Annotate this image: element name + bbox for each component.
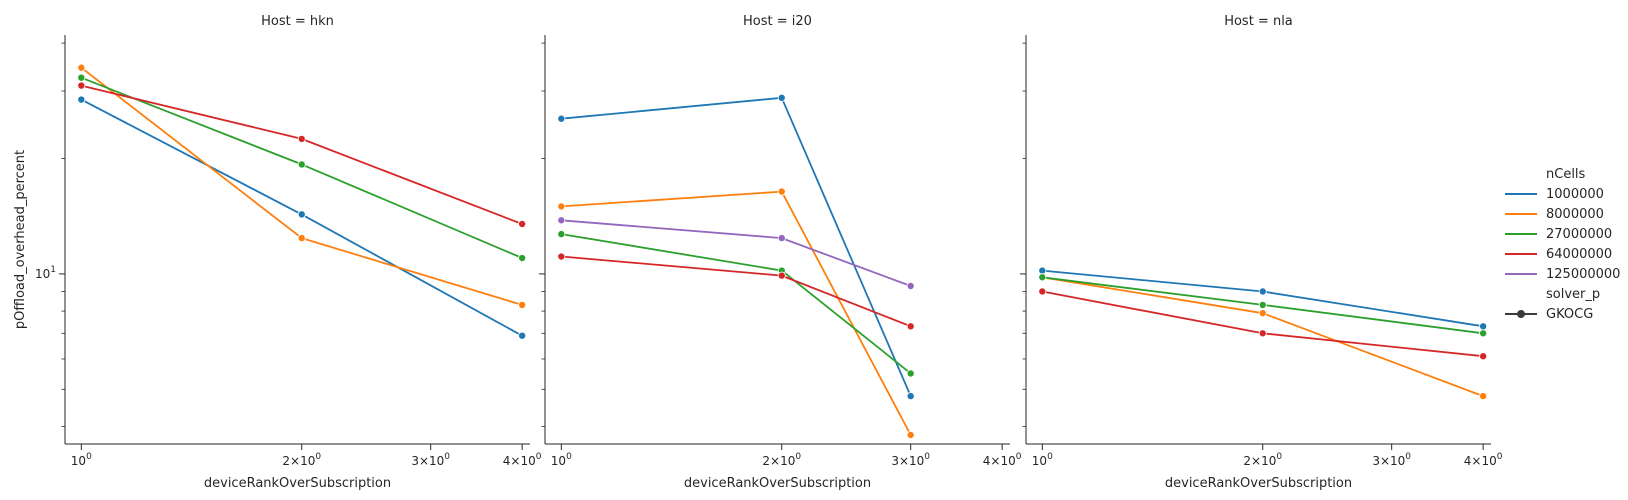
data-point-27000000 [906,369,915,378]
data-point-64000000 [1258,329,1267,338]
data-point-27000000 [557,230,566,239]
legend-entry-64000000: 64000000 [1546,247,1612,262]
data-point-27000000 [1258,300,1267,309]
facet-title: Host = hkn [261,14,334,29]
series-line-1000000 [1042,269,1484,328]
data-point-27000000 [77,73,86,82]
data-point-8000000 [1258,309,1267,318]
data-point-27000000 [297,160,306,169]
x-tick-label: 3×100 [891,452,930,468]
x-axis-label: deviceRankOverSubscription [204,476,391,491]
data-point-125000000 [557,216,566,225]
data-point-64000000 [557,252,566,261]
legend-entry-1000000: 1000000 [1546,187,1604,202]
x-axis-label: deviceRankOverSubscription [684,476,871,491]
data-point-125000000 [777,234,786,243]
legend-entry-27000000: 27000000 [1546,227,1612,242]
data-point-64000000 [518,219,527,228]
data-point-8000000 [77,63,86,72]
data-point-27000000 [1038,273,1047,282]
series-line-8000000 [561,190,912,436]
facet-title: Host = i20 [743,14,812,29]
legend-style-marker [1517,310,1525,318]
x-tick-label: 100 [71,452,92,468]
series-line-64000000 [81,84,523,225]
data-point-27000000 [518,254,527,263]
data-point-64000000 [906,322,915,331]
x-tick-label: 4×100 [1464,452,1503,468]
data-point-1000000 [77,95,86,104]
x-tick-label: 2×100 [1243,452,1282,468]
y-tick-label: 101 [35,265,56,281]
x-tick-label: 4×100 [503,452,542,468]
x-tick-label: 100 [551,452,572,468]
data-point-64000000 [777,271,786,280]
data-point-8000000 [518,300,527,309]
data-point-64000000 [297,134,306,143]
series-line-1000000 [561,96,912,397]
data-point-1000000 [518,331,527,340]
x-axis-label: deviceRankOverSubscription [1165,476,1352,491]
data-point-8000000 [297,234,306,243]
data-point-8000000 [777,187,786,196]
data-point-8000000 [1479,392,1488,401]
legend-style-title: solver_p [1546,287,1600,302]
legend-entry-125000000: 125000000 [1546,267,1620,282]
data-point-64000000 [1479,352,1488,361]
data-point-125000000 [906,281,915,290]
y-axis-label: pOffload_overhead_percent [13,150,28,329]
data-point-1000000 [777,93,786,102]
x-tick-label: 100 [1032,452,1053,468]
legend-entry-8000000: 8000000 [1546,207,1604,222]
data-point-8000000 [906,430,915,439]
facet-panel: Host = i20 100 2×100 3×100 4×100 deviceRankOv… [539,14,1022,491]
facet-panel: Host = nla 100 2×100 3×100 4×100 deviceRankOv… [1020,14,1503,491]
data-point-64000000 [1038,287,1047,296]
facet-title: Host = nla [1224,14,1293,29]
legend-style-entry: GKOCG [1546,307,1593,322]
x-tick-label: 2×100 [762,452,801,468]
series-line-27000000 [561,233,912,375]
data-point-1000000 [1038,266,1047,275]
facet-panel: Host = hkn 101 100 2×100 3×100 4×100 deviceRan… [35,14,542,491]
x-tick-label: 3×100 [1372,452,1411,468]
x-tick-label: 3×100 [411,452,450,468]
data-point-8000000 [557,202,566,211]
data-point-1000000 [557,114,566,123]
x-tick-label: 4×100 [983,452,1022,468]
legend: nCells 1000000 8000000 27000000 64000000 1250… [1505,167,1620,322]
data-point-64000000 [77,81,86,90]
data-point-27000000 [1479,329,1488,338]
data-point-1000000 [1258,287,1267,296]
data-point-1000000 [906,392,915,401]
x-tick-label: 2×100 [282,452,321,468]
data-point-1000000 [297,210,306,219]
data-point-1000000 [1479,322,1488,331]
legend-hue-title: nCells [1546,167,1586,182]
